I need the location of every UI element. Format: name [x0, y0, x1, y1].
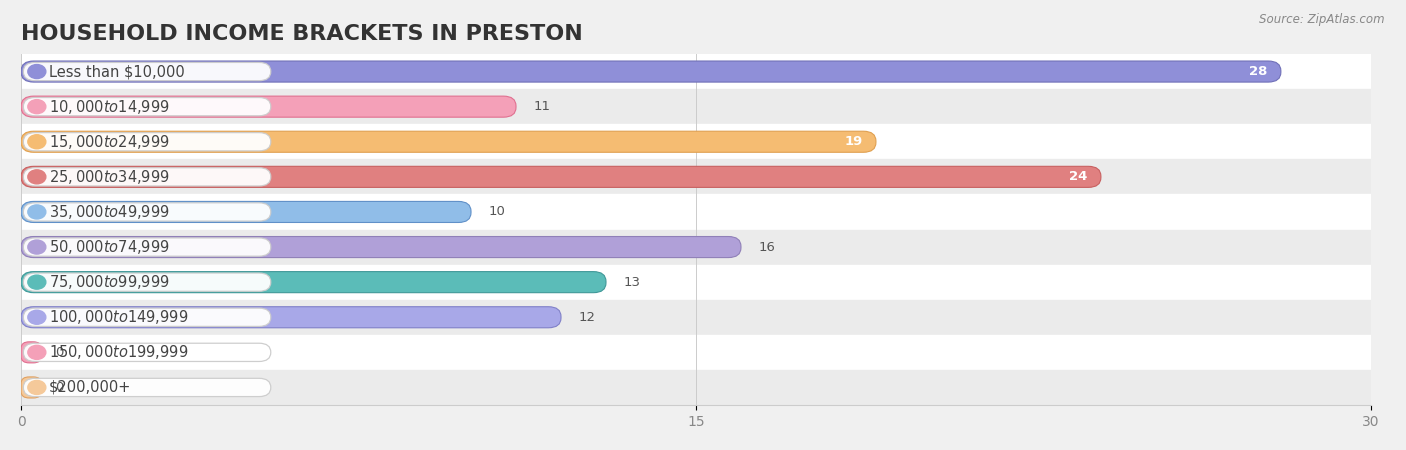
Text: Less than $10,000: Less than $10,000 — [49, 64, 184, 79]
Circle shape — [28, 380, 46, 395]
Text: 13: 13 — [624, 276, 641, 288]
FancyBboxPatch shape — [24, 203, 271, 221]
Text: $50,000 to $74,999: $50,000 to $74,999 — [49, 238, 170, 256]
Text: $10,000 to $14,999: $10,000 to $14,999 — [49, 98, 170, 116]
Text: 28: 28 — [1249, 65, 1267, 78]
Text: $25,000 to $34,999: $25,000 to $34,999 — [49, 168, 170, 186]
FancyBboxPatch shape — [24, 168, 271, 186]
FancyBboxPatch shape — [24, 273, 271, 291]
Bar — [21, 159, 1371, 194]
Bar — [21, 265, 1371, 300]
Bar — [21, 335, 1371, 370]
Text: $35,000 to $49,999: $35,000 to $49,999 — [49, 203, 170, 221]
Text: 11: 11 — [534, 100, 551, 113]
FancyBboxPatch shape — [21, 166, 1101, 187]
FancyBboxPatch shape — [21, 237, 741, 257]
Text: $100,000 to $149,999: $100,000 to $149,999 — [49, 308, 188, 326]
FancyBboxPatch shape — [21, 202, 471, 222]
FancyBboxPatch shape — [24, 343, 271, 361]
Bar — [21, 300, 1371, 335]
Bar — [21, 194, 1371, 230]
Bar — [21, 370, 1371, 405]
Text: 0: 0 — [55, 346, 63, 359]
Circle shape — [28, 170, 46, 184]
Text: 24: 24 — [1069, 171, 1087, 183]
FancyBboxPatch shape — [24, 238, 271, 256]
Text: HOUSEHOLD INCOME BRACKETS IN PRESTON: HOUSEHOLD INCOME BRACKETS IN PRESTON — [21, 24, 583, 44]
FancyBboxPatch shape — [21, 96, 516, 117]
FancyBboxPatch shape — [21, 342, 41, 363]
FancyBboxPatch shape — [24, 133, 271, 151]
Circle shape — [28, 135, 46, 149]
Circle shape — [28, 275, 46, 289]
Text: $15,000 to $24,999: $15,000 to $24,999 — [49, 133, 170, 151]
Bar — [21, 124, 1371, 159]
Text: $200,000+: $200,000+ — [49, 380, 131, 395]
FancyBboxPatch shape — [21, 307, 561, 328]
Circle shape — [28, 99, 46, 114]
Circle shape — [28, 64, 46, 79]
Bar — [21, 54, 1371, 89]
Text: 10: 10 — [489, 206, 506, 218]
FancyBboxPatch shape — [21, 272, 606, 292]
Circle shape — [28, 240, 46, 254]
Text: 12: 12 — [579, 311, 596, 324]
Text: $75,000 to $99,999: $75,000 to $99,999 — [49, 273, 170, 291]
FancyBboxPatch shape — [24, 98, 271, 116]
Text: 16: 16 — [759, 241, 776, 253]
Circle shape — [28, 205, 46, 219]
Text: Source: ZipAtlas.com: Source: ZipAtlas.com — [1260, 14, 1385, 27]
Bar — [21, 89, 1371, 124]
FancyBboxPatch shape — [21, 131, 876, 152]
FancyBboxPatch shape — [24, 308, 271, 326]
Text: $150,000 to $199,999: $150,000 to $199,999 — [49, 343, 188, 361]
FancyBboxPatch shape — [21, 377, 41, 398]
FancyBboxPatch shape — [24, 63, 271, 81]
Text: 0: 0 — [55, 381, 63, 394]
FancyBboxPatch shape — [24, 378, 271, 396]
FancyBboxPatch shape — [21, 61, 1281, 82]
Bar — [21, 230, 1371, 265]
Circle shape — [28, 345, 46, 360]
Text: 19: 19 — [844, 135, 862, 148]
Circle shape — [28, 310, 46, 324]
